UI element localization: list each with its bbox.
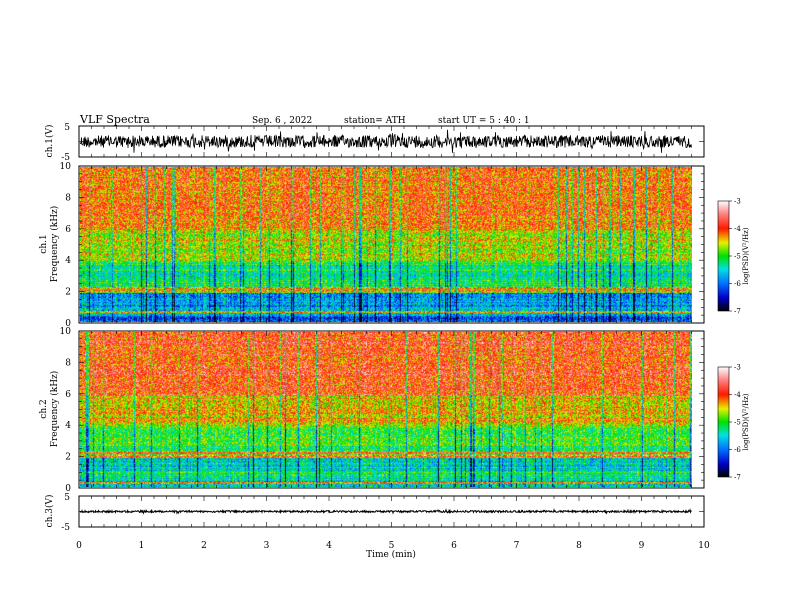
ch1-frequency-ticklabels: 0 2 4 6 8 10 <box>60 162 72 329</box>
time-tick-label: 4 <box>326 541 332 551</box>
ch2-colorbar-ticks: -3 -4 -5 -6 -7 <box>729 364 741 482</box>
ch3-waveform-ylabel: ch.3(V) <box>44 495 55 528</box>
ch3-waveform-line <box>79 508 692 515</box>
colorbar-tick-label: -3 <box>734 198 741 206</box>
colorbar-tick-label: -5 <box>734 419 741 427</box>
time-tick-label: 7 <box>514 541 520 551</box>
figure-title: VLF Spectra <box>79 113 150 126</box>
ch1-colorbar: -3 -4 -5 -6 -7 log(PSD)(V²/Hz) <box>717 198 750 316</box>
ch2-spectrogram-panel: 0 2 4 6 8 10 ch.2 Frequency (kHz) <box>39 327 705 494</box>
time-tick-label: 9 <box>639 541 645 551</box>
ch1-colorbar-ticks: -3 -4 -5 -6 -7 <box>729 198 741 316</box>
frequency-tick-label: 10 <box>60 162 72 172</box>
frequency-tick-label: 4 <box>65 256 71 266</box>
ch2-frequency-ticklabels: 0 2 4 6 8 10 <box>60 327 72 494</box>
ch1-spectrogram-panel: 0 2 4 6 8 10 ch.1 Frequency (kHz) <box>39 162 705 329</box>
time-tick-label: 5 <box>389 541 395 551</box>
colorbar-tick-label: -4 <box>734 391 741 399</box>
ch1-spectrogram-ticks <box>78 165 705 324</box>
time-axis-label: Time (min) <box>366 549 416 560</box>
frequency-tick-label: 8 <box>65 358 71 368</box>
colorbar-tick-label: -7 <box>734 308 741 316</box>
colorbar-tick-label: -5 <box>734 253 741 261</box>
colorbar-tick-label: -7 <box>734 474 741 482</box>
station-label: station= ATH <box>344 116 406 126</box>
frequency-tick-label: 6 <box>65 225 71 235</box>
ch3-ytick-bottom: -5 <box>61 523 70 533</box>
time-tick-label: 2 <box>201 541 207 551</box>
ch2-colorbar: -3 -4 -5 -6 -7 log(PSD)(V²/Hz) <box>717 364 750 482</box>
frequency-tick-label: 2 <box>65 453 71 463</box>
start-time-label: start UT = 5 : 40 : 1 <box>438 116 530 126</box>
ch1-colorbar-scale <box>717 200 730 312</box>
date-label: Sep. 6 , 2022 <box>252 116 312 126</box>
ch1-waveform-ylabel: ch.1(V) <box>44 125 55 158</box>
frequency-tick-label: 10 <box>60 327 72 337</box>
ch2-spectrogram-image <box>80 332 692 487</box>
time-tick-label: 6 <box>451 541 457 551</box>
time-tick-label: 10 <box>698 541 710 551</box>
colorbar-tick-label: -6 <box>734 280 741 288</box>
time-tick-label: 8 <box>576 541 582 551</box>
ch1-colorbar-label: log(PSD)(V²/Hz) <box>742 227 750 284</box>
frequency-tick-label: 6 <box>65 390 71 400</box>
ch1-spectrogram-image <box>80 167 692 322</box>
ch1-waveform-line <box>79 129 692 153</box>
ch1-spectrogram-ylabel: Frequency (kHz) <box>49 206 60 283</box>
ch1-spectrogram-channel-label: ch.1 <box>39 234 49 253</box>
ch2-colorbar-scale <box>717 366 730 478</box>
frequency-tick-label: 0 <box>65 484 71 494</box>
colorbar-tick-label: -6 <box>734 446 741 454</box>
ch2-spectrogram-ylabel: Frequency (kHz) <box>49 371 60 448</box>
time-tick-label: 1 <box>139 541 145 551</box>
time-tick-label: 3 <box>264 541 270 551</box>
colorbar-tick-label: -4 <box>734 225 741 233</box>
ch3-waveform-panel: 5 -5 ch.3(V) 0 1 2 3 4 5 6 7 8 9 10 Time (min) <box>44 493 710 560</box>
ch3-waveform-ticks <box>78 495 705 528</box>
ch2-spectrogram-channel-label: ch.2 <box>39 399 49 418</box>
ch1-waveform-panel: 5 -5 ch.1(V) <box>44 123 705 163</box>
time-tick-label: 0 <box>76 541 82 551</box>
ch2-spectrogram-ticks <box>78 330 705 489</box>
ch1-ytick-bottom: -5 <box>61 153 70 163</box>
ch1-waveform-ticks <box>78 125 705 158</box>
frequency-tick-label: 0 <box>65 319 71 329</box>
time-axis-ticklabels: 0 1 2 3 4 5 6 7 8 9 10 <box>76 541 710 551</box>
frequency-tick-label: 2 <box>65 288 71 298</box>
colorbar-tick-label: -3 <box>734 364 741 372</box>
ch1-ytick-top: 5 <box>64 123 70 133</box>
frequency-tick-label: 4 <box>65 421 71 431</box>
ch3-ytick-top: 5 <box>64 493 70 503</box>
frequency-tick-label: 8 <box>65 193 71 203</box>
ch2-colorbar-label: log(PSD)(V²/Hz) <box>742 393 750 450</box>
